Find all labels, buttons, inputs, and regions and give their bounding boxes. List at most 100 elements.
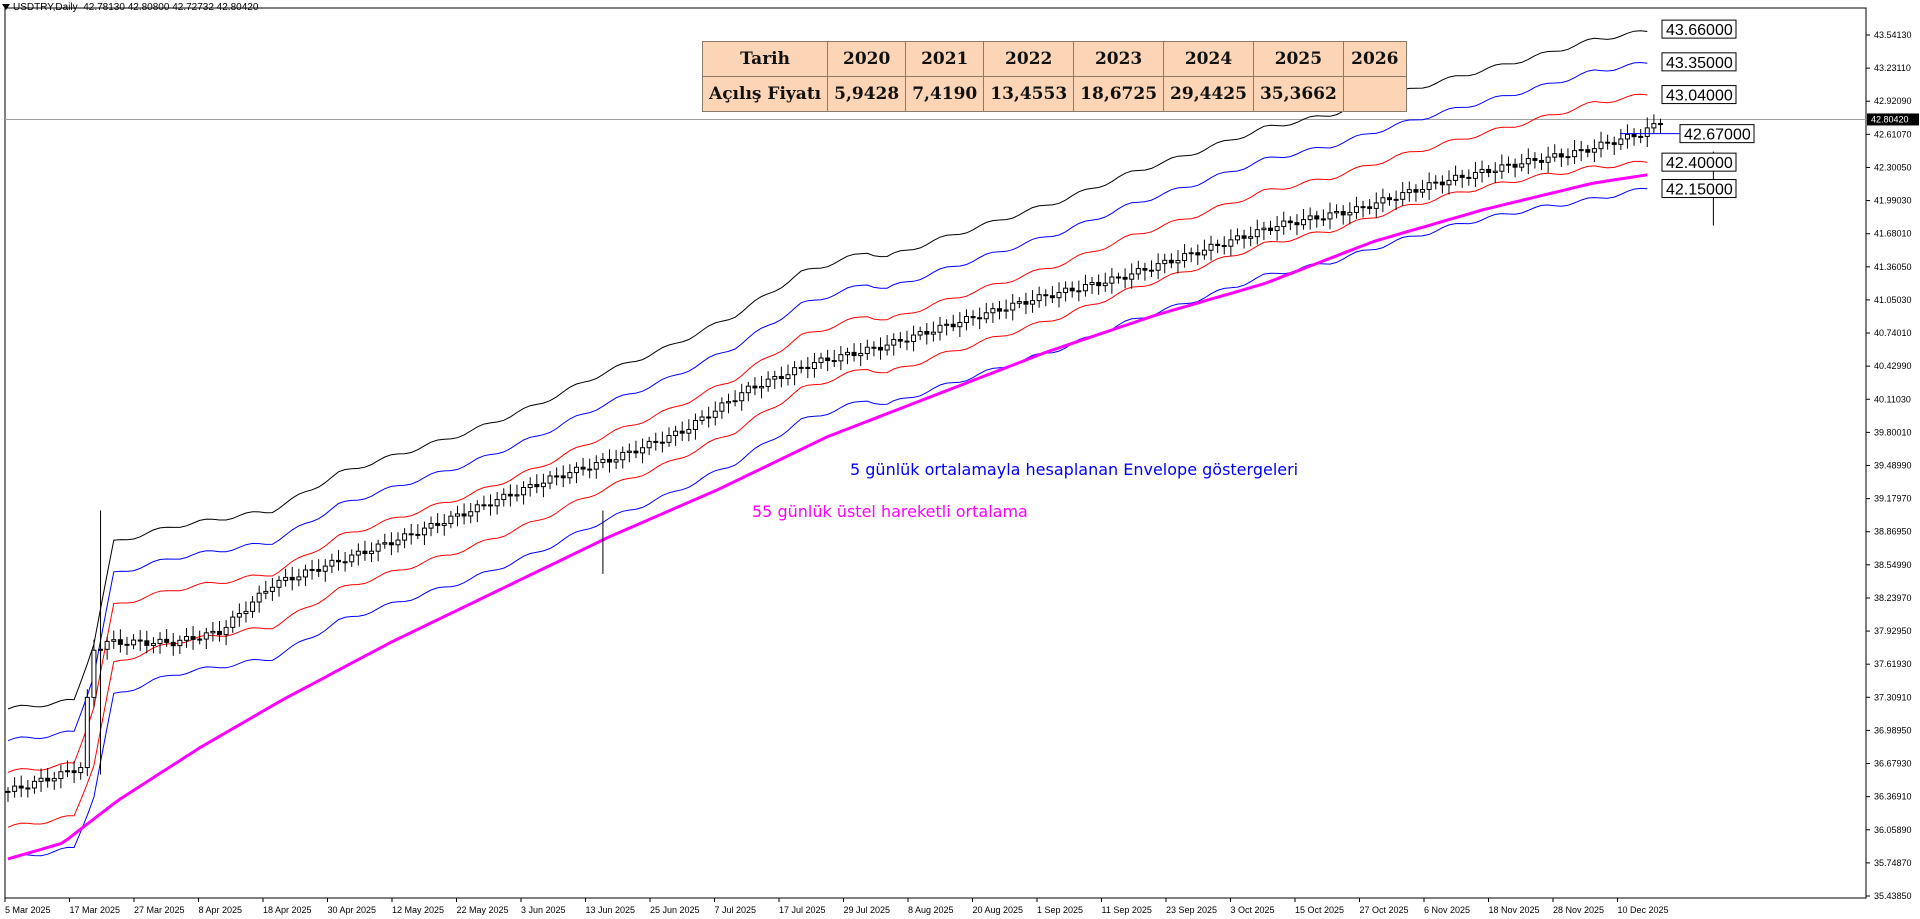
candle-body xyxy=(137,639,143,642)
candle-body xyxy=(725,401,731,404)
level-label: 42.40000 xyxy=(1666,155,1733,172)
candle-body xyxy=(1208,243,1214,251)
year-cell: 2026 xyxy=(1342,41,1407,77)
candle-body xyxy=(653,440,659,443)
candle-body xyxy=(190,636,196,640)
candle-body xyxy=(911,334,917,342)
candle-body xyxy=(1651,123,1657,129)
ohlc-values: 42.78130 42.80800 42.72732 42.80420 xyxy=(83,2,259,13)
candle-body xyxy=(494,499,500,507)
current-price-label: 42.80420 xyxy=(1871,114,1909,124)
candle-body xyxy=(1598,141,1604,150)
candle-body xyxy=(1175,260,1181,264)
candle-body xyxy=(210,630,216,634)
price-cell: 29,4425 xyxy=(1163,76,1254,112)
candle-body xyxy=(1155,263,1161,271)
candle-body xyxy=(243,610,249,615)
candle-body xyxy=(1327,212,1333,220)
level-label: 43.35000 xyxy=(1666,55,1733,72)
y-tick-label: 40.11030 xyxy=(1874,394,1911,404)
candle-body xyxy=(183,636,189,641)
candle-body xyxy=(488,504,494,507)
candle-body xyxy=(521,486,527,496)
candle-body xyxy=(1539,159,1545,163)
candle-body xyxy=(236,613,242,618)
candle-body xyxy=(1281,220,1287,227)
x-tick-label: 18 Apr 2025 xyxy=(263,905,312,915)
candle-body xyxy=(64,770,70,773)
candle-body xyxy=(58,771,64,780)
chart-frame xyxy=(4,7,1867,899)
candle-body xyxy=(977,317,983,320)
x-tick-label: 13 Jun 2025 xyxy=(586,905,636,915)
candle-body xyxy=(501,493,507,501)
envelope-mid-lower-line xyxy=(7,187,1648,860)
candle-body xyxy=(1195,252,1201,256)
candle-body xyxy=(38,777,44,782)
candle-body xyxy=(1162,259,1168,265)
candle-body xyxy=(1459,174,1465,178)
candle-body xyxy=(1499,164,1505,172)
level-label: 43.66000 xyxy=(1666,22,1733,39)
ema-line xyxy=(7,173,1648,861)
candle-body xyxy=(1135,268,1141,275)
candle-body xyxy=(507,493,513,497)
candle-body xyxy=(1182,253,1188,262)
y-tick-label: 39.17970 xyxy=(1874,494,1912,504)
x-tick-label: 23 Sep 2025 xyxy=(1166,905,1217,915)
y-tick-label: 43.23110 xyxy=(1874,63,1911,73)
candle-body xyxy=(1486,168,1492,174)
candle-body xyxy=(203,632,209,640)
y-tick-label: 43.54130 xyxy=(1874,30,1912,40)
candle-body xyxy=(587,468,593,471)
candle-body xyxy=(170,641,176,647)
candle-body xyxy=(554,475,560,478)
candle-body xyxy=(150,642,156,646)
candle-body xyxy=(878,346,884,351)
year-cell: 2022 xyxy=(983,41,1075,77)
candle-body xyxy=(1268,227,1274,232)
x-tick-label: 12 May 2025 xyxy=(392,905,444,915)
candle-body xyxy=(322,565,328,572)
year-cell: 2023 xyxy=(1073,41,1165,77)
candle-body xyxy=(640,447,646,454)
candle-body xyxy=(838,354,844,362)
candle-body xyxy=(1578,149,1584,152)
candle-body xyxy=(844,351,850,356)
price-cell: 13,4553 xyxy=(983,76,1075,112)
candle-body xyxy=(805,366,811,370)
y-tick-label: 35.43850 xyxy=(1874,891,1912,901)
year-cell: 2021 xyxy=(905,41,985,77)
candle-body xyxy=(1565,156,1571,159)
candle-body xyxy=(1274,225,1280,232)
candle-body xyxy=(1572,150,1578,158)
candle-body xyxy=(864,346,870,354)
candle-body xyxy=(593,462,599,470)
candle-body xyxy=(679,430,685,434)
dropdown-triangle-icon[interactable] xyxy=(2,4,10,11)
candle-body xyxy=(547,475,553,484)
candle-body xyxy=(302,569,308,578)
candle-body xyxy=(1360,206,1366,209)
candle-body xyxy=(1248,236,1254,239)
ema-annotation: 55 günlük üstel hareketli ortalama xyxy=(752,502,1028,521)
level-label: 43.04000 xyxy=(1666,88,1733,105)
x-tick-label: 25 Jun 2025 xyxy=(650,905,700,915)
candle-body xyxy=(1241,235,1247,239)
candle-body xyxy=(1201,249,1207,256)
candle-body xyxy=(250,601,256,612)
candle-body xyxy=(1545,156,1551,163)
candle-body xyxy=(646,440,652,449)
candle-body xyxy=(342,561,348,564)
table-row: Açılış Fiyatı 5,9428 7,4190 13,4553 18,6… xyxy=(701,76,1407,112)
candle-body xyxy=(1228,239,1234,247)
candle-body xyxy=(12,785,18,792)
candle-body xyxy=(1512,163,1518,168)
candle-body xyxy=(752,385,758,389)
candle-body xyxy=(626,450,632,453)
candle-body xyxy=(1472,171,1478,179)
candlesticks xyxy=(5,114,1714,802)
candle-body xyxy=(1082,284,1088,292)
envelope-mid-upper-line xyxy=(7,61,1648,742)
